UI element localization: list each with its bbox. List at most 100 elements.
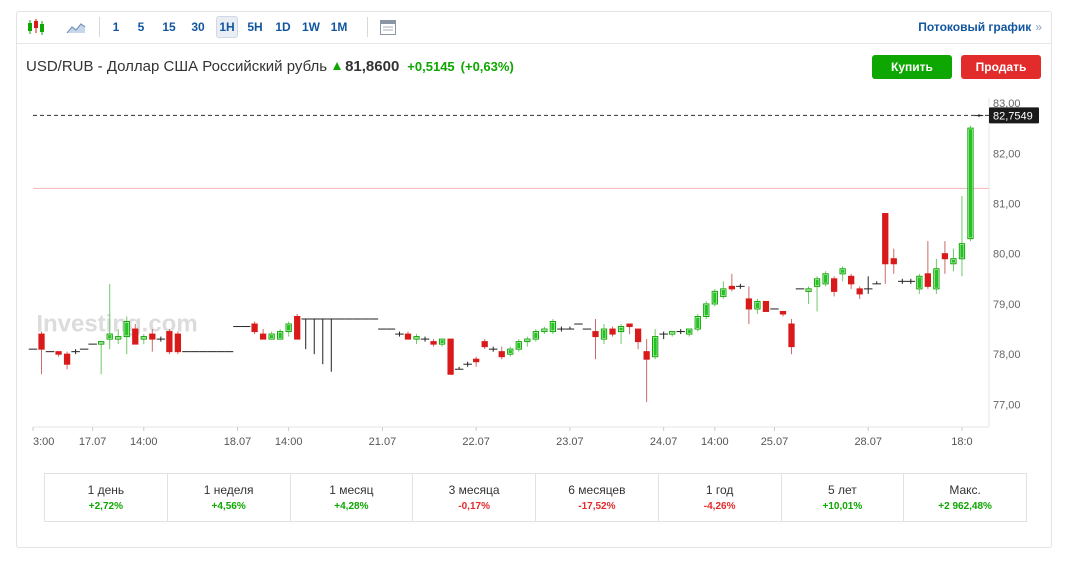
candle-down xyxy=(149,333,156,340)
candle-up-fill xyxy=(917,277,921,288)
interval-button-1d[interactable]: 1D xyxy=(275,20,291,34)
y-tick-label: 82,00 xyxy=(993,148,1021,160)
candle-down xyxy=(259,333,267,340)
candle-down xyxy=(856,288,863,295)
streaming-chart-link[interactable]: Потоковый график» xyxy=(918,20,1042,34)
x-tick-label: 24.07 xyxy=(650,436,678,448)
candle-down xyxy=(55,351,62,355)
period-change: +4,56% xyxy=(211,501,246,512)
period-change: +2 962,48% xyxy=(938,501,992,512)
period-label: 3 месяца xyxy=(448,483,500,497)
calendar-button[interactable] xyxy=(376,16,400,38)
x-tick-label: 3:00 xyxy=(33,436,54,448)
candle-up-fill xyxy=(440,340,444,344)
period-change: +4,28% xyxy=(334,501,369,512)
price-chart[interactable]: Investing.com 83,00 82,00 81,00 80,00 79,00 78… xyxy=(27,92,1043,462)
candle-up-fill xyxy=(619,327,623,331)
candle-down xyxy=(592,331,599,338)
candle-down xyxy=(643,351,650,360)
candle-up-fill xyxy=(713,292,717,303)
chart-widget: 1 5 15 30 1H 5H 1D 1W 1M Потоковый график» USD/R… xyxy=(16,11,1052,548)
period-cell[interactable]: 1 год -4,26% xyxy=(659,474,782,521)
period-cell[interactable]: 1 день +2,72% xyxy=(45,474,168,521)
candle-up-fill xyxy=(687,330,691,334)
candle-up-fill xyxy=(287,325,291,331)
candle-up-fill xyxy=(551,322,555,331)
sell-button[interactable]: Продать xyxy=(961,55,1041,79)
performance-periods: 1 день +2,72% 1 неделя +4,56% 1 месяц +4,28% 3… xyxy=(44,473,1027,522)
period-cell[interactable]: 6 месяцев -17,52% xyxy=(536,474,659,521)
period-label: 1 год xyxy=(705,483,734,497)
candle-down xyxy=(626,323,633,328)
candlestick-chart-button[interactable] xyxy=(23,16,49,38)
candle-up-fill xyxy=(823,274,828,283)
up-arrow-icon xyxy=(333,62,342,70)
period-cell[interactable]: 3 месяца -0,17% xyxy=(413,474,536,521)
candle-down xyxy=(779,310,787,315)
interval-button-30[interactable]: 30 xyxy=(191,20,205,34)
y-tick-label: 80,00 xyxy=(993,249,1021,261)
watermark: Investing.com xyxy=(36,311,197,338)
candle-up-fill xyxy=(125,322,129,336)
price-change-absolute: +0,5145 xyxy=(407,58,455,74)
period-label: 6 месяцев xyxy=(568,483,626,497)
candle-up-fill xyxy=(508,350,512,354)
period-change: -4,26% xyxy=(703,501,736,512)
instrument-name: USD/RUB - Доллар США Российский рубль xyxy=(26,57,328,75)
double-chevron-right-icon: » xyxy=(1035,20,1042,34)
interval-button-5[interactable]: 5 xyxy=(137,20,145,34)
interval-button-1[interactable]: 1 xyxy=(112,20,120,34)
candle-up-fill xyxy=(670,332,674,334)
buy-button[interactable]: Купить xyxy=(872,55,952,79)
candle-up-fill xyxy=(269,335,274,339)
y-tick-label: 81,00 xyxy=(993,198,1021,210)
period-cell[interactable]: 5 лет +10,01% xyxy=(782,474,905,521)
period-change: +2,72% xyxy=(88,501,123,512)
candle-up-fill xyxy=(653,337,657,356)
period-change: +10,01% xyxy=(822,501,863,512)
interval-button-15[interactable]: 15 xyxy=(162,20,176,34)
y-tick-label: 78,00 xyxy=(993,349,1021,361)
candle-up-fill xyxy=(534,332,538,339)
current-price-label-box xyxy=(989,107,1039,124)
candle-down xyxy=(882,213,889,265)
area-chart-icon xyxy=(66,23,86,34)
instrument-header: USD/RUB - Доллар США Российский рубль 81… xyxy=(26,54,520,78)
candle-down xyxy=(609,328,616,335)
candle-up-fill xyxy=(696,317,700,329)
interval-button-5h[interactable]: 5H xyxy=(247,20,263,34)
interval-button-1m[interactable]: 1M xyxy=(330,20,348,34)
candle-down xyxy=(166,331,173,353)
period-label: 1 неделя xyxy=(203,483,254,497)
candle-down xyxy=(498,351,505,358)
period-label: 1 месяц xyxy=(329,483,374,497)
candle-down xyxy=(728,285,735,290)
x-tick-label: 17.07 xyxy=(79,436,107,448)
period-label: 1 день xyxy=(87,483,125,497)
interval-button-1w[interactable]: 1W xyxy=(302,20,320,34)
x-tick-label: 21.07 xyxy=(369,436,397,448)
period-cell[interactable]: 1 неделя +4,56% xyxy=(168,474,291,521)
period-cell[interactable]: Макс. +2 962,48% xyxy=(904,474,1026,521)
candle-up-fill xyxy=(721,289,725,296)
candle-up-fill xyxy=(755,302,760,308)
current-price-label: 82,7549 xyxy=(993,110,1033,122)
x-tick-label: 25.07 xyxy=(761,436,789,448)
streaming-chart-label: Потоковый график xyxy=(918,20,1032,34)
candlestick-chart-svg[interactable]: Investing.com 83,00 82,00 81,00 80,00 79,00 78… xyxy=(27,92,1043,462)
candle-down xyxy=(447,338,454,375)
candle-down xyxy=(430,341,437,345)
candle-up-fill xyxy=(99,342,103,344)
toolbar-separator xyxy=(367,17,368,37)
candle-up-fill xyxy=(815,279,819,286)
candle-down xyxy=(745,298,753,310)
interval-button-1h[interactable]: 1H xyxy=(216,16,238,38)
area-chart-button[interactable] xyxy=(63,16,89,38)
candle-up-fill xyxy=(960,244,964,258)
x-tick-label: 18:0 xyxy=(951,436,972,448)
candle-up-fill xyxy=(951,259,956,263)
period-cell[interactable]: 1 месяц +4,28% xyxy=(291,474,414,521)
period-change: -0,17% xyxy=(458,501,490,512)
y-tick-label: 79,00 xyxy=(993,299,1021,311)
x-tick-label: 18.07 xyxy=(224,436,252,448)
